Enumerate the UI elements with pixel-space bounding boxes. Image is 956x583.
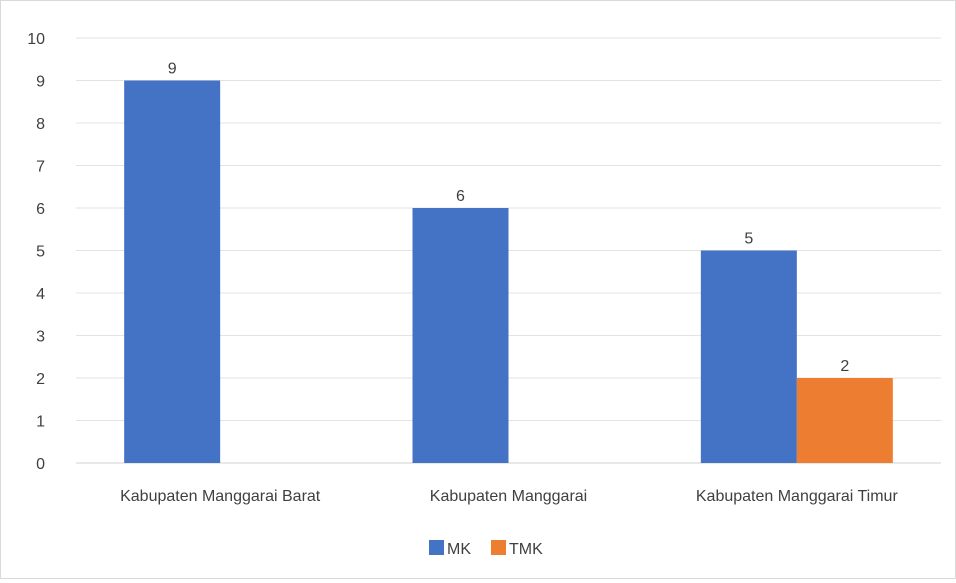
y-axis-labels: 0 1 2 3 4 5 6 7 8 9 10 — [27, 31, 45, 473]
y-tick-label: 7 — [36, 159, 45, 176]
y-tick-label: 4 — [36, 286, 45, 303]
bars — [124, 80, 893, 463]
y-tick-label: 10 — [27, 31, 45, 48]
data-label: 6 — [456, 188, 465, 205]
data-label: 5 — [744, 231, 753, 248]
y-tick-label: 8 — [36, 116, 45, 133]
data-labels: 9 6 5 2 — [168, 61, 850, 376]
legend-swatch-mk — [429, 540, 444, 555]
data-label: 2 — [840, 358, 849, 375]
y-tick-label: 6 — [36, 201, 45, 218]
y-tick-label: 9 — [36, 74, 45, 91]
bar-mk — [412, 208, 509, 463]
x-category-label: Kabupaten Manggarai Timur — [696, 488, 899, 505]
x-category-label: Kabupaten Manggarai — [430, 488, 587, 505]
x-axis-labels: Kabupaten Manggarai Barat Kabupaten Mangg… — [120, 488, 898, 505]
y-tick-label: 0 — [36, 456, 45, 473]
legend-label-mk: MK — [447, 541, 471, 558]
legend: MK TMK — [429, 540, 543, 558]
x-category-label: Kabupaten Manggarai Barat — [120, 488, 321, 505]
bar-mk — [124, 80, 221, 463]
legend-swatch-tmk — [491, 540, 506, 555]
bar-mk — [700, 250, 797, 463]
y-tick-label: 2 — [36, 371, 45, 388]
bar-tmk — [796, 378, 893, 463]
y-tick-label: 1 — [36, 414, 45, 431]
y-tick-label: 5 — [36, 244, 45, 261]
legend-label-tmk: TMK — [509, 541, 543, 558]
y-tick-label: 3 — [36, 329, 45, 346]
data-label: 9 — [168, 61, 177, 78]
